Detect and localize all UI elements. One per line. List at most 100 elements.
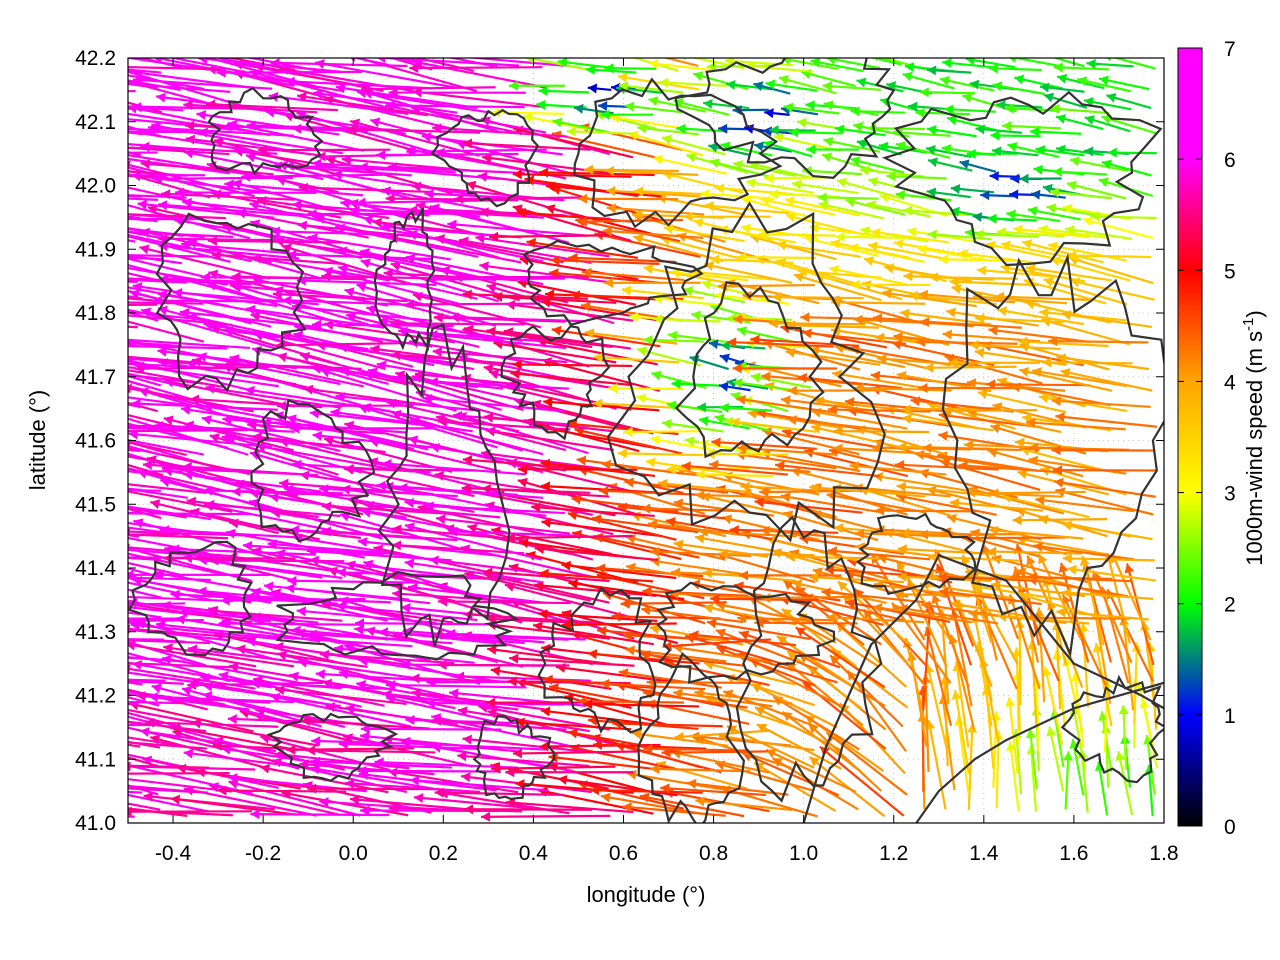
- wind-vector: [426, 274, 566, 285]
- wind-vector: [481, 811, 611, 822]
- wind-vector: [641, 503, 744, 514]
- wind-vector: [636, 346, 701, 367]
- wind-vector: [821, 587, 925, 604]
- wind-vector: [358, 162, 501, 181]
- wind-vector: [128, 756, 162, 769]
- wind-vector: [931, 593, 970, 688]
- wind-vector: [1067, 564, 1156, 582]
- wind-vector: [128, 235, 231, 263]
- wind-vector: [128, 396, 184, 406]
- wind-vector: [658, 478, 752, 494]
- y-axis-label: latitude (°): [25, 390, 50, 491]
- wind-vector: [806, 144, 859, 155]
- contour-line: [250, 399, 376, 543]
- wind-vector: [725, 278, 820, 305]
- x-tick-label: 1.8: [1149, 842, 1178, 865]
- wind-vector: [312, 430, 457, 451]
- wind-vector: [319, 484, 458, 498]
- wind-vector: [281, 295, 429, 307]
- colorbar-tick-label: 3: [1224, 483, 1236, 506]
- wind-vector: [392, 524, 524, 541]
- wind-vector: [296, 606, 437, 624]
- wind-vector: [797, 373, 903, 390]
- wind-vector: [1026, 417, 1126, 431]
- wind-vector: [481, 483, 610, 498]
- wind-vector: [462, 289, 589, 300]
- wind-vector: [128, 602, 185, 606]
- wind-vector: [702, 568, 797, 583]
- wind-vector: [1043, 92, 1088, 109]
- wind-vector: [128, 463, 163, 477]
- wind-vector: [997, 306, 1085, 326]
- wind-vector: [1086, 58, 1134, 69]
- wind-vector: [661, 747, 769, 758]
- wind-vector: [624, 101, 683, 114]
- wind-vector: [951, 690, 970, 774]
- wind-vector: [833, 426, 930, 437]
- wind-vector: [938, 571, 1043, 583]
- contour-line: [522, 239, 704, 326]
- x-tick-label: 1.4: [969, 842, 999, 865]
- wind-vector: [814, 396, 910, 412]
- wind-vector: [457, 751, 590, 768]
- wind-vector: [568, 252, 677, 264]
- wind-vector: [510, 369, 633, 387]
- wind-vector: [307, 209, 454, 220]
- wind-vector: [128, 764, 253, 795]
- wind-vector: [218, 618, 361, 629]
- wind-vector: [489, 231, 614, 242]
- wind-vector: [561, 560, 677, 580]
- wind-vector: [566, 126, 634, 137]
- wind-vector: [486, 283, 615, 325]
- wind-vector: [539, 568, 654, 583]
- wind-vector: [1107, 147, 1157, 158]
- wind-vector: [505, 300, 634, 322]
- wind-vector: [557, 58, 610, 69]
- wind-vector: [249, 450, 390, 494]
- wind-vector: [893, 127, 951, 138]
- wind-vector: [128, 546, 231, 558]
- wind-vector: [922, 602, 935, 711]
- contour-line: [656, 581, 836, 684]
- wind-vector: [823, 136, 881, 153]
- wind-vector: [128, 106, 184, 112]
- wind-vector: [599, 486, 706, 497]
- wind-vector: [204, 499, 341, 518]
- wind-vector: [786, 650, 863, 710]
- wind-vector: [769, 125, 816, 136]
- wind-vector: [1012, 515, 1108, 526]
- wind-vector: [817, 192, 879, 203]
- wind-vector: [128, 310, 211, 322]
- wind-vector: [128, 569, 271, 580]
- wind-vector: [694, 688, 793, 705]
- wind-vector: [414, 369, 549, 389]
- wind-vector: [128, 661, 138, 666]
- wind-vector: [949, 498, 1043, 512]
- wind-vector: [1118, 705, 1129, 770]
- wind-vector: [793, 272, 882, 302]
- wind-vector: [422, 393, 565, 413]
- y-tick-label: 41.5: [75, 493, 116, 516]
- wind-vector: [640, 650, 746, 667]
- wind-vector: [128, 793, 210, 813]
- wind-vector: [344, 464, 478, 475]
- wind-vector: [163, 643, 295, 668]
- wind-vector: [128, 736, 187, 748]
- wind-vector: [802, 328, 907, 345]
- wind-vector: [128, 107, 136, 111]
- wind-vector: [543, 674, 655, 690]
- wind-vector: [608, 383, 684, 394]
- contour-line: [637, 652, 746, 823]
- wind-vector: [487, 645, 611, 665]
- wind-vector: [1021, 239, 1104, 264]
- wind-vector: [413, 793, 547, 811]
- wind-vector: [715, 628, 813, 669]
- wind-vector: [615, 741, 722, 774]
- wind-vector: [637, 123, 700, 136]
- wind-vector: [765, 748, 857, 793]
- wind-vector: [128, 640, 206, 667]
- wind-vector: [1063, 751, 1074, 810]
- wind-vector: [361, 84, 496, 95]
- wind-vector: [231, 271, 367, 282]
- wind-vector: [512, 359, 633, 370]
